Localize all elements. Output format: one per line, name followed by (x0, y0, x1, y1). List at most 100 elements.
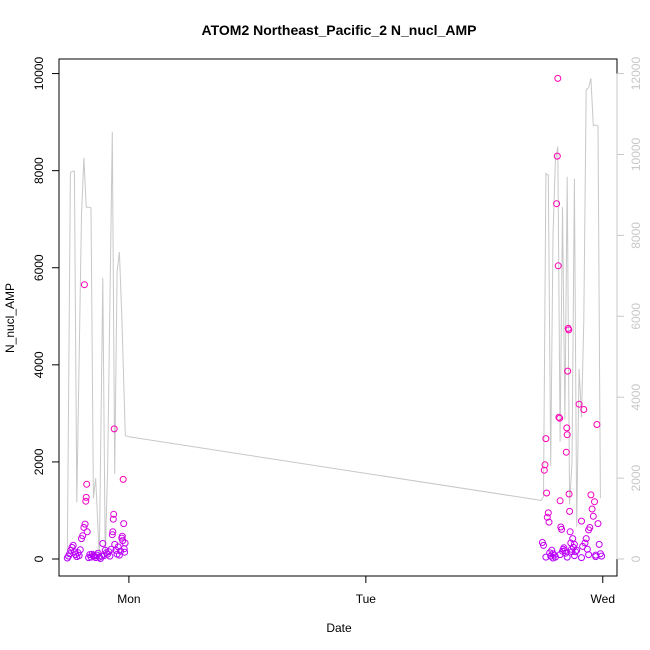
y-tick-label: 6000 (32, 254, 46, 281)
data-point (118, 532, 126, 540)
data-point (554, 262, 562, 270)
y-tick-label: 0 (32, 555, 46, 562)
y-tick-label: 2000 (32, 448, 46, 475)
y-axis-right: 0 2000 4000 6000 8000 10000 12000 (616, 57, 643, 562)
data-point (110, 510, 118, 518)
data-point (542, 435, 550, 443)
data-point (565, 326, 573, 334)
data-point (105, 548, 113, 556)
data-point (540, 466, 548, 474)
chart-title: ATOM2 Northeast_Pacific_2 N_nucl_AMP (202, 22, 477, 38)
data-point (592, 553, 600, 561)
data-point (565, 490, 573, 498)
x-tick-label: Mon (117, 592, 140, 606)
data-point (583, 545, 591, 553)
data-point (549, 554, 557, 562)
data-point (566, 507, 574, 515)
data-point (76, 546, 84, 554)
data-point (543, 489, 551, 497)
y-tick-label: 4000 (32, 351, 46, 378)
y2-tick-label: 8000 (629, 222, 643, 249)
data-point (542, 553, 550, 561)
y2-tick-label: 12000 (629, 57, 643, 91)
data-point (540, 541, 547, 549)
data-point (593, 421, 601, 428)
data-point (82, 497, 90, 505)
data-point (553, 152, 561, 160)
data-point (83, 528, 91, 536)
data-point (121, 539, 129, 547)
data-point (107, 545, 115, 553)
data-point (69, 541, 77, 549)
data-point (110, 425, 118, 433)
y-tick-label: 8000 (32, 157, 46, 184)
x-tick-label: Tue (356, 592, 377, 606)
y2-tick-label: 10000 (629, 137, 643, 171)
data-point (117, 547, 125, 555)
data-point (543, 513, 551, 521)
y2-tick-label: 6000 (629, 303, 643, 330)
data-point (558, 525, 566, 533)
data-point (563, 424, 571, 432)
data-point (556, 551, 564, 559)
data-point (553, 200, 561, 208)
data-point (108, 531, 116, 539)
data-point (566, 528, 574, 536)
y-axis-label: N_nucl_AMP (3, 283, 17, 353)
data-point (544, 509, 552, 517)
data-point (80, 524, 88, 531)
data-point (81, 520, 89, 528)
data-point (588, 505, 596, 513)
data-point (80, 281, 88, 289)
data-point (589, 512, 597, 520)
data-point (115, 551, 123, 559)
data-point (595, 540, 603, 548)
data-point (106, 552, 114, 560)
y2-tick-label: 0 (629, 555, 643, 562)
data-point (563, 431, 571, 439)
data-point (586, 524, 594, 531)
data-point (121, 548, 129, 556)
data-point (82, 493, 90, 501)
data-point (570, 552, 578, 560)
data-point (79, 532, 87, 540)
y2-tick-label: 4000 (629, 384, 643, 411)
data-point (594, 520, 602, 528)
data-point (556, 414, 564, 422)
data-point (578, 554, 585, 562)
data-point (575, 400, 583, 408)
x-axis-label: Date (326, 621, 352, 635)
data-point (563, 553, 571, 561)
data-point (109, 528, 117, 536)
data-point (99, 540, 107, 547)
data-point (582, 535, 590, 543)
data-point (119, 537, 127, 545)
data-point (572, 548, 579, 556)
data-point (580, 406, 588, 413)
data-point (555, 413, 563, 421)
data-point (564, 367, 572, 375)
data-point (581, 539, 589, 547)
data-point (591, 498, 598, 506)
y-tick-label: 10000 (32, 57, 46, 91)
data-point (587, 491, 595, 499)
data-point (570, 540, 578, 548)
data-point (545, 518, 553, 526)
data-point (120, 520, 128, 528)
data-point (83, 480, 91, 488)
data-point (109, 515, 117, 523)
data-point (585, 551, 593, 559)
data-point (562, 448, 570, 456)
data-point (556, 497, 564, 505)
x-axis: Mon Tue Wed (117, 575, 615, 606)
y-axis-left: 0 2000 4000 6000 8000 10000 (32, 57, 60, 562)
data-point (541, 461, 549, 469)
y2-tick-label: 2000 (629, 464, 643, 491)
data-point (554, 74, 562, 82)
data-point (119, 475, 127, 483)
point-series (63, 74, 606, 562)
x-tick-label: Wed (591, 592, 615, 606)
data-point (578, 517, 585, 525)
